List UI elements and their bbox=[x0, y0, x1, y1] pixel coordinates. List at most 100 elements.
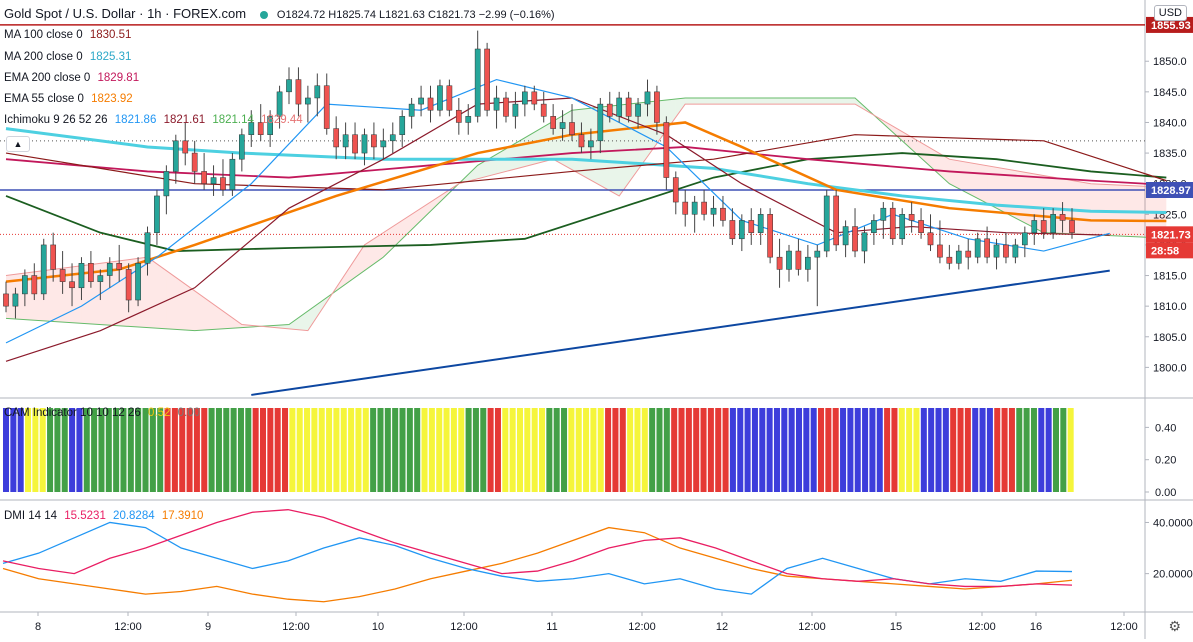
cam-bar bbox=[590, 408, 597, 492]
indicator-legend-ma100[interactable]: MA 100 close 0 1830.51 bbox=[4, 29, 131, 41]
candle-body bbox=[691, 201, 698, 215]
cloud-segment bbox=[298, 311, 308, 331]
cloud-segment bbox=[911, 137, 922, 158]
cam-bar bbox=[898, 408, 905, 492]
cam-bar bbox=[950, 408, 957, 492]
cam-bar bbox=[942, 408, 949, 492]
cam-bar bbox=[612, 408, 619, 492]
cloud-segment bbox=[430, 195, 440, 212]
collapse-legend-button[interactable]: ▲ bbox=[6, 136, 30, 152]
cam-legend[interactable]: CAM Indicator 10 10 12 26 0.52 0.00 bbox=[4, 407, 200, 419]
ema200-label: EMA 200 close 0 bbox=[4, 72, 91, 84]
cam-bar bbox=[25, 408, 32, 492]
cloud-segment bbox=[779, 97, 789, 105]
candle-body bbox=[795, 250, 802, 270]
cam-bar bbox=[333, 408, 340, 492]
cam-bar bbox=[120, 408, 127, 492]
candle-body bbox=[654, 91, 660, 123]
cam-bar bbox=[685, 408, 692, 492]
candle-body bbox=[295, 79, 302, 105]
dmi-minus-value: 20.8284 bbox=[113, 510, 155, 522]
cloud-segment bbox=[307, 304, 318, 331]
interval-label[interactable]: 1h bbox=[147, 6, 162, 21]
candle-body bbox=[550, 116, 556, 129]
cam-bar bbox=[663, 408, 670, 492]
gear-icon[interactable]: ⚙ bbox=[1168, 618, 1181, 634]
cam-bar bbox=[722, 408, 729, 492]
cloud-segment bbox=[204, 297, 214, 331]
candle-body bbox=[1031, 220, 1038, 233]
cam-bar bbox=[561, 408, 568, 492]
cam-bar bbox=[47, 408, 54, 492]
candle-body bbox=[776, 256, 783, 270]
cam-bar bbox=[781, 408, 788, 492]
cloud-segment bbox=[156, 263, 167, 329]
dmi-label: DMI 14 14 bbox=[4, 510, 58, 522]
candle-body bbox=[144, 232, 151, 264]
cam-bar bbox=[678, 408, 685, 492]
cam-bar bbox=[186, 408, 193, 492]
candle-body bbox=[984, 238, 990, 258]
cloud-segment bbox=[675, 97, 686, 118]
candle-body bbox=[12, 293, 19, 307]
cam-bar bbox=[825, 408, 832, 492]
cloud-segment bbox=[581, 108, 591, 181]
price-tag bbox=[1146, 226, 1193, 243]
indicator-legend-ema200[interactable]: EMA 200 close 0 1829.81 bbox=[4, 72, 139, 84]
indicator-legend-ma200[interactable]: MA 200 close 0 1825.31 bbox=[4, 51, 131, 63]
cam-bar bbox=[355, 408, 362, 492]
indicator-legend-ema55[interactable]: EMA 55 close 0 1823.92 bbox=[4, 93, 133, 105]
cam-bar bbox=[1045, 408, 1052, 492]
cloud-segment bbox=[751, 97, 761, 105]
cam-bar bbox=[964, 408, 971, 492]
cloud-segment bbox=[534, 126, 544, 165]
cam-bar bbox=[810, 408, 817, 492]
cloud-segment bbox=[760, 97, 771, 105]
candle-body bbox=[993, 244, 1000, 258]
cloud-segment bbox=[949, 159, 959, 189]
candle-body bbox=[191, 152, 198, 172]
candle-body bbox=[135, 263, 141, 301]
cloud-segment bbox=[421, 202, 431, 221]
candle-body bbox=[729, 220, 736, 240]
candle-body bbox=[578, 134, 585, 148]
cam-bar bbox=[362, 408, 369, 492]
cam-bar bbox=[135, 408, 142, 492]
cam-bar bbox=[289, 408, 296, 492]
cam-bar bbox=[597, 408, 604, 492]
cam-bar bbox=[69, 408, 76, 492]
cam-bar bbox=[494, 408, 501, 492]
candle-body bbox=[805, 256, 811, 270]
candle-body bbox=[333, 128, 340, 148]
cam-bar bbox=[157, 408, 164, 492]
candle-body bbox=[286, 79, 292, 93]
y-tick-label: 1805.0 bbox=[1153, 332, 1187, 344]
candle-body bbox=[172, 140, 179, 172]
cam-bar bbox=[149, 408, 156, 492]
dmi-legend[interactable]: DMI 14 14 15.5231 20.8284 17.3910 bbox=[4, 510, 203, 522]
candle-body bbox=[474, 48, 481, 117]
cloud-segment bbox=[732, 97, 742, 105]
cloud-segment bbox=[817, 97, 827, 105]
candle-body bbox=[31, 275, 38, 295]
cloud-segment bbox=[713, 97, 723, 105]
candle-body bbox=[710, 207, 717, 215]
cam-bar bbox=[3, 408, 10, 492]
symbol-header: Gold Spot / U.S. Dollar · 1h · FOREX.com… bbox=[4, 6, 555, 21]
candle-body bbox=[1012, 244, 1019, 258]
candle-body bbox=[154, 195, 160, 233]
candle-body bbox=[871, 220, 877, 233]
ma100-label: MA 100 close 0 bbox=[4, 29, 83, 41]
cam-bar bbox=[384, 408, 391, 492]
cloud-segment bbox=[543, 121, 554, 162]
indicator-legend-ichimoku[interactable]: Ichimoku 9 26 52 26 1821.86 1821.61 1821… bbox=[4, 114, 303, 126]
cam-bar bbox=[201, 408, 208, 492]
candle-body bbox=[22, 275, 28, 295]
x-tick-label: 16 bbox=[1030, 621, 1042, 633]
currency-button[interactable]: USD bbox=[1153, 5, 1187, 21]
cam-tick-label: 0.20 bbox=[1155, 455, 1176, 467]
cloud-segment bbox=[175, 277, 186, 331]
cloud-segment bbox=[845, 97, 856, 105]
